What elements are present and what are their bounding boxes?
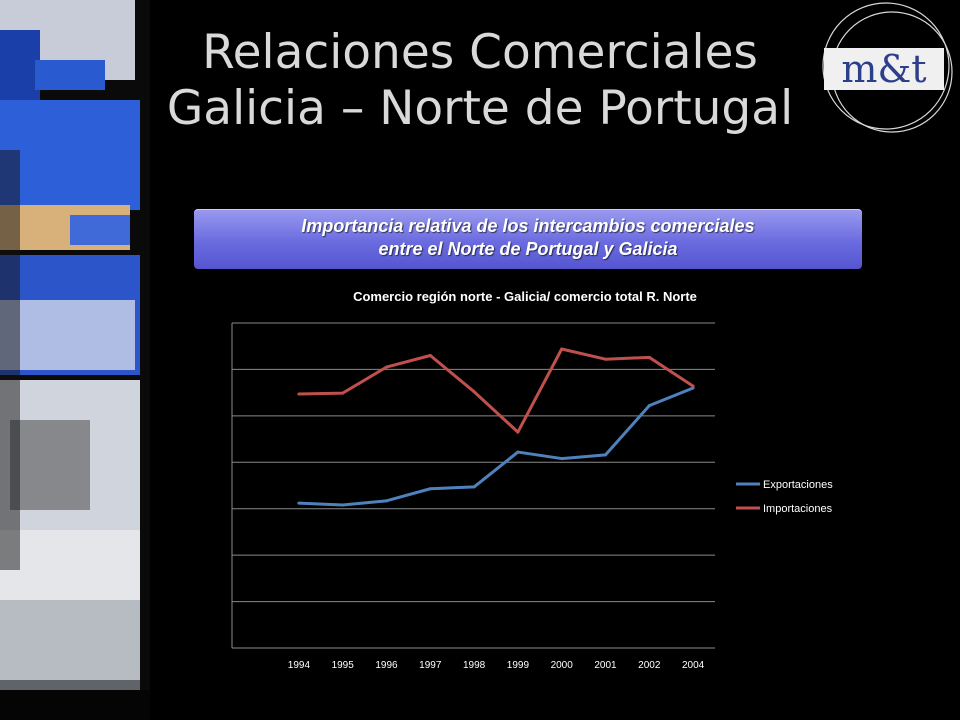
legend-label: Importaciones: [763, 503, 833, 515]
series-line-exportaciones: [298, 386, 694, 507]
slide-title: Relaciones Comerciales Galicia – Norte d…: [150, 25, 810, 137]
data-point: [297, 501, 301, 505]
data-point: [428, 354, 432, 357]
data-point: [647, 404, 651, 408]
x-tick-label: 2000: [551, 660, 574, 671]
data-point: [516, 450, 520, 454]
data-point: [297, 392, 301, 396]
x-tick-label: 1995: [332, 660, 355, 671]
x-tick-label: 1996: [375, 660, 398, 671]
chart-banner: Importancia relativa de los intercambios…: [194, 209, 862, 269]
series-line-importaciones: [298, 347, 694, 434]
x-tick-label: 2002: [638, 660, 661, 671]
slide-title-line-1: Relaciones Comerciales: [202, 25, 758, 80]
slide-title-line-2: Galicia – Norte de Portugal: [166, 81, 794, 136]
data-point: [647, 355, 651, 359]
mt-logo: m&t: [810, 0, 960, 150]
logo-text: m&t: [841, 47, 926, 91]
banner-line-1: Importancia relativa de los intercambios…: [301, 216, 755, 236]
x-tick-label: 2001: [594, 660, 617, 671]
data-point: [385, 499, 388, 503]
data-point: [604, 357, 607, 361]
data-point: [604, 453, 607, 457]
data-point: [516, 430, 520, 434]
x-tick-label: 1994: [288, 660, 311, 671]
data-point: [472, 485, 476, 489]
data-point: [560, 457, 564, 461]
data-point: [691, 384, 695, 388]
data-point: [385, 365, 388, 369]
data-point: [341, 503, 345, 507]
data-point: [428, 487, 432, 491]
banner-line-2: entre el Norte de Portugal y Galicia: [378, 239, 678, 259]
data-point: [341, 391, 345, 395]
decorative-side-image: [0, 0, 150, 720]
data-point: [560, 347, 564, 351]
x-tick-label: 1999: [507, 660, 530, 671]
x-tick-label: 2004: [682, 660, 705, 671]
line-chart: Comercio región norte - Galicia/ comerci…: [231, 289, 833, 671]
chart-title: Comercio región norte - Galicia/ comerci…: [353, 289, 697, 304]
data-point: [472, 390, 476, 394]
x-tick-label: 1997: [419, 660, 442, 671]
x-tick-label: 1998: [463, 660, 486, 671]
legend-label: Exportaciones: [763, 479, 833, 491]
